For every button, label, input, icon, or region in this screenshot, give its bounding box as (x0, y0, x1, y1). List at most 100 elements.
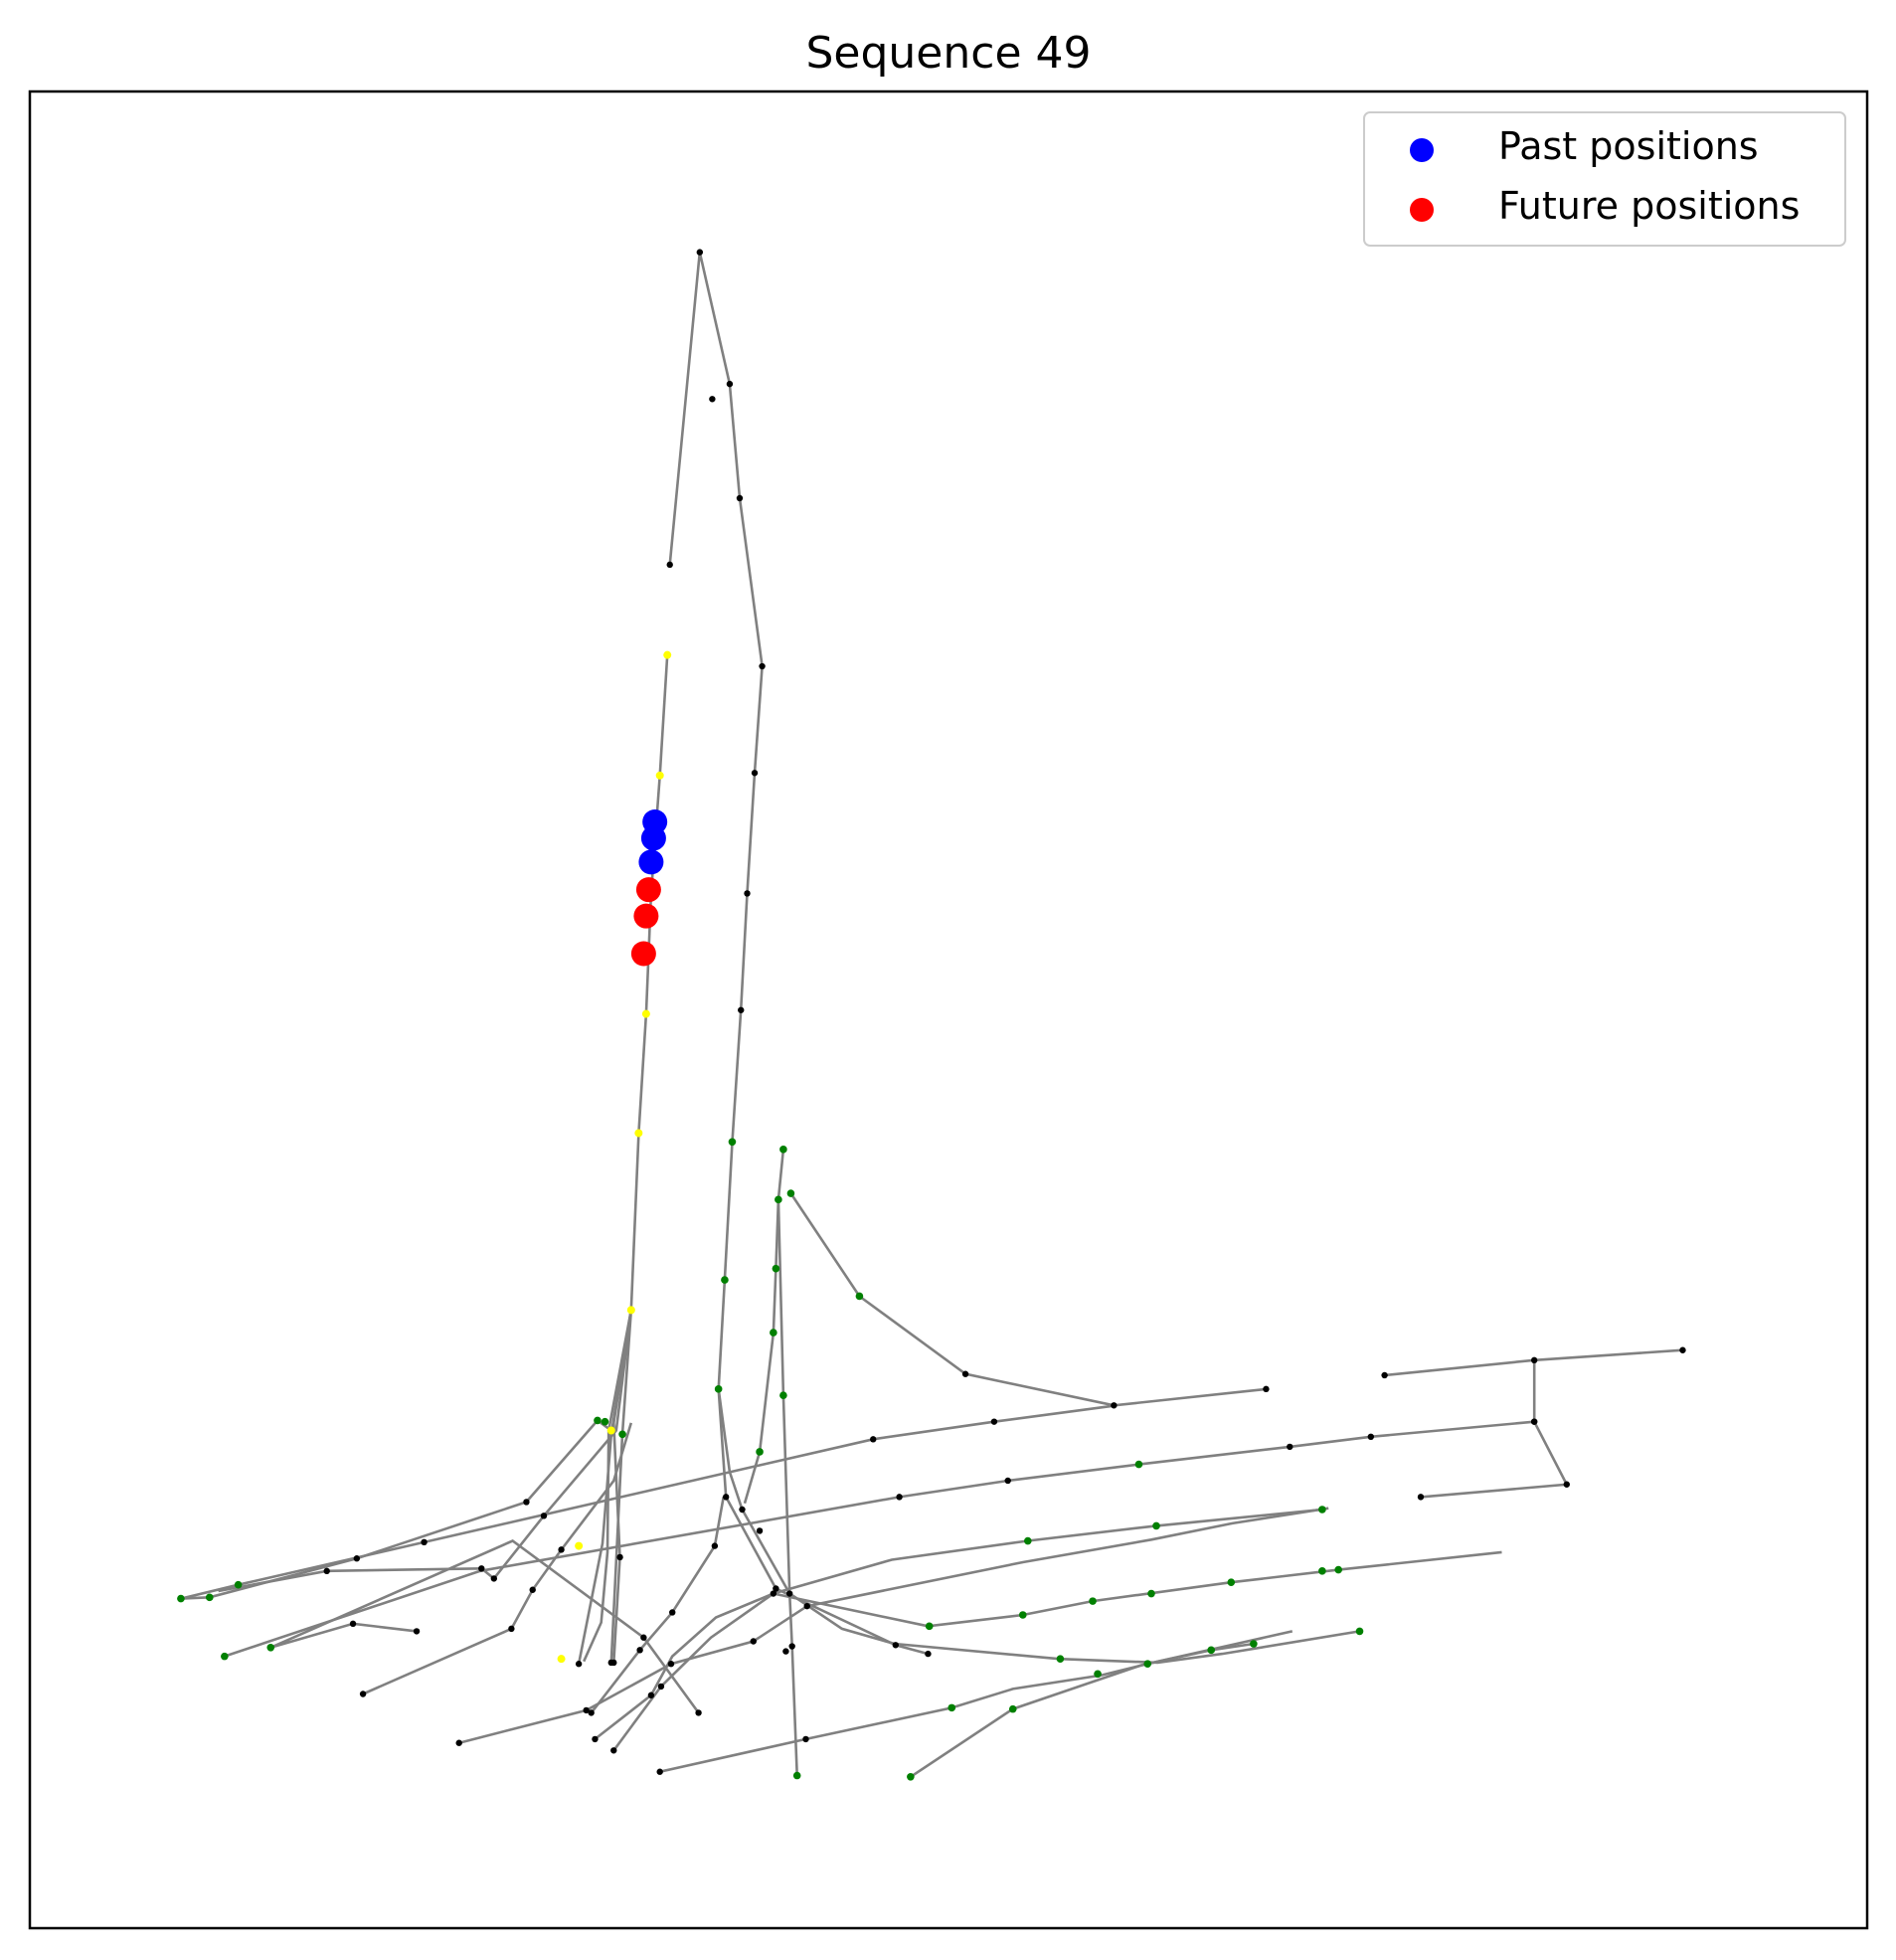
graph-edge (180, 1404, 1118, 1600)
graph-edge (910, 1630, 1293, 1778)
graph-node-green (714, 1385, 723, 1393)
graph-node-green (792, 1771, 801, 1780)
graph-node-green (779, 1391, 787, 1399)
graph-node-green (1355, 1627, 1364, 1636)
graph-node (1563, 1481, 1570, 1488)
graph-node (575, 1661, 583, 1668)
graph-edge (1420, 1359, 1569, 1499)
graph-node-green (855, 1292, 864, 1301)
graph-node-green (1008, 1704, 1017, 1713)
graph-node (1004, 1477, 1011, 1485)
graph-edge (659, 1642, 1255, 1773)
graph-node (788, 1643, 795, 1650)
graph-node (722, 1494, 730, 1501)
graph-node-green (721, 1276, 729, 1284)
legend: Past positions Future positions (1363, 111, 1846, 247)
graph-node-green (601, 1417, 609, 1426)
graph-node (803, 1602, 810, 1610)
graph-node (1530, 1356, 1538, 1364)
graph-edge (458, 1507, 1329, 1744)
graph-node-green (618, 1430, 626, 1439)
graph-node-green (177, 1594, 185, 1603)
graph-node (616, 1553, 623, 1561)
graph-node-green (1207, 1646, 1216, 1655)
graph-node-green (1318, 1567, 1326, 1575)
graph-edge (362, 1422, 633, 1695)
graph-edge (776, 1199, 798, 1776)
graph-node (1530, 1418, 1538, 1425)
graph-node-green (786, 1189, 795, 1197)
graph-node (647, 1692, 655, 1698)
graph-node-green (1094, 1670, 1102, 1679)
future-position-point (633, 903, 659, 929)
graph-node-yellow (641, 1009, 650, 1018)
graph-node-green (1056, 1655, 1065, 1663)
graph-node (802, 1735, 809, 1743)
graph-node (610, 1747, 617, 1754)
graph-node (669, 1609, 676, 1616)
graph-node-yellow (663, 650, 672, 659)
graph-node (696, 249, 704, 256)
graph-node (656, 1768, 663, 1775)
graph-node (961, 1370, 969, 1377)
graph-node (695, 1709, 702, 1716)
legend-future-label: Future positions (1498, 184, 1800, 228)
graph-node-green (779, 1146, 787, 1154)
graph-node (508, 1625, 515, 1633)
graph-node-green (1227, 1578, 1236, 1586)
future-position-point (635, 877, 661, 903)
graph-node (666, 561, 673, 569)
graph-node (750, 1638, 757, 1645)
graph-node (540, 1513, 548, 1519)
legend-future-marker (1410, 198, 1434, 222)
graph-node (744, 890, 751, 897)
graph-node (739, 1506, 746, 1514)
graph-node-green (1334, 1565, 1342, 1574)
graph-node (759, 662, 766, 670)
graph-node (770, 1590, 777, 1597)
graph-node-green (266, 1644, 275, 1652)
graph-node-green (772, 1264, 780, 1273)
graph-node (1679, 1346, 1686, 1353)
graph-node (1417, 1494, 1425, 1501)
graph-node (709, 396, 716, 403)
graph-node (1111, 1402, 1118, 1409)
graph-node (990, 1418, 998, 1425)
graph-node (726, 380, 734, 388)
legend-box (1363, 111, 1846, 247)
graph-node (756, 1527, 764, 1534)
graph-node (529, 1586, 536, 1593)
graph-node (323, 1567, 330, 1575)
graph-node (478, 1565, 485, 1572)
plot-frame (28, 89, 1869, 1930)
graph-node (1287, 1443, 1293, 1451)
graph-node (413, 1628, 421, 1635)
graph-node-green (205, 1593, 214, 1602)
node-layer (177, 249, 1686, 1781)
graph-edge (269, 1539, 700, 1714)
graph-node (588, 1709, 595, 1716)
graph-node (607, 1659, 614, 1667)
graph-node-yellow (626, 1306, 635, 1315)
chart-title: Sequence 49 (805, 28, 1091, 79)
graph-node (667, 1661, 675, 1668)
graph-node (751, 770, 759, 777)
graph-node (421, 1538, 428, 1546)
graph-node-green (1250, 1640, 1258, 1648)
graph-edge (218, 1310, 633, 1593)
graph-node (896, 1494, 903, 1501)
graph-node-green (1318, 1506, 1326, 1514)
graph-node (640, 1634, 647, 1641)
graph-node (711, 1542, 719, 1549)
graph-node (738, 1006, 745, 1013)
graph-node (490, 1575, 498, 1582)
future-position-point (630, 941, 656, 967)
graph-node (636, 1647, 643, 1654)
graph-node (657, 1683, 665, 1691)
graph-node (892, 1642, 900, 1649)
graph-node-yellow (606, 1426, 615, 1435)
graph-edge (789, 1192, 1267, 1407)
graph-edge (224, 1420, 1535, 1658)
graph-node (1381, 1371, 1388, 1379)
